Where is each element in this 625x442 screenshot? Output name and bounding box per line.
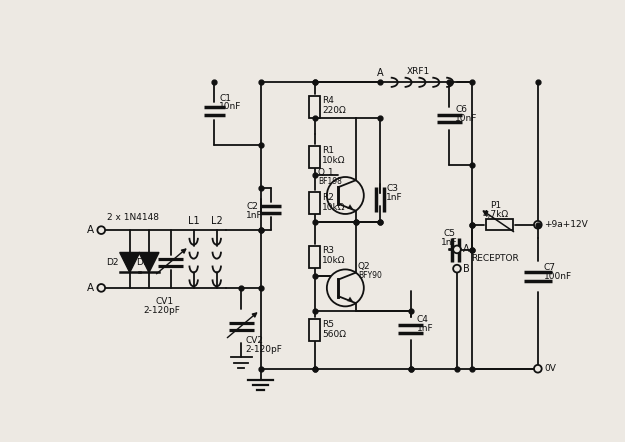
- Text: R3: R3: [322, 247, 334, 255]
- Text: C5: C5: [443, 229, 455, 238]
- Text: Q2: Q2: [358, 262, 371, 271]
- Text: 10kΩ: 10kΩ: [322, 156, 346, 165]
- Text: 1nF: 1nF: [417, 324, 434, 333]
- Circle shape: [534, 365, 542, 373]
- Polygon shape: [120, 252, 140, 272]
- Text: 2-120pF: 2-120pF: [245, 345, 282, 354]
- Text: 2 x 1N4148: 2 x 1N4148: [107, 213, 159, 222]
- Text: 0V: 0V: [544, 364, 556, 373]
- Bar: [309, 320, 320, 341]
- Text: A: A: [87, 225, 94, 235]
- Text: R1: R1: [322, 146, 334, 155]
- Circle shape: [453, 265, 461, 272]
- Text: CV2: CV2: [245, 336, 263, 345]
- Text: 560Ω: 560Ω: [322, 330, 346, 339]
- Text: C4: C4: [417, 315, 429, 324]
- Text: A: A: [377, 68, 383, 78]
- Text: 1nF: 1nF: [386, 193, 402, 202]
- Circle shape: [327, 270, 364, 306]
- Text: D2: D2: [106, 258, 119, 267]
- Text: 10kΩ: 10kΩ: [322, 256, 346, 266]
- Bar: [309, 192, 320, 214]
- Text: RECEPTOR: RECEPTOR: [471, 254, 519, 263]
- Text: A: A: [463, 244, 470, 255]
- Text: XRF1: XRF1: [407, 67, 430, 76]
- Bar: [309, 246, 320, 268]
- Circle shape: [453, 246, 461, 253]
- Text: 4,7kΩ: 4,7kΩ: [482, 210, 509, 219]
- Text: 1nF: 1nF: [246, 211, 262, 220]
- Text: L1: L1: [188, 216, 199, 226]
- Text: R5: R5: [322, 320, 334, 328]
- Text: 10nF: 10nF: [219, 103, 241, 111]
- Text: L2: L2: [211, 216, 222, 226]
- Bar: [309, 146, 320, 168]
- Text: P1: P1: [490, 201, 501, 210]
- Circle shape: [327, 177, 364, 214]
- Circle shape: [98, 226, 105, 234]
- Text: Q 1: Q 1: [318, 168, 334, 177]
- Text: 220Ω: 220Ω: [322, 106, 346, 115]
- Text: 2-120pF: 2-120pF: [143, 306, 180, 316]
- Text: B: B: [463, 263, 470, 274]
- Polygon shape: [139, 252, 159, 272]
- Text: CV1: CV1: [156, 297, 174, 306]
- Text: D1: D1: [136, 258, 149, 267]
- Text: C3: C3: [386, 184, 398, 193]
- Text: BF198: BF198: [318, 177, 342, 186]
- Text: R4: R4: [322, 96, 334, 105]
- Text: 10nF: 10nF: [456, 114, 478, 123]
- Text: 100nF: 100nF: [544, 272, 572, 281]
- Bar: [486, 219, 512, 230]
- Text: C2: C2: [246, 202, 258, 211]
- Text: C7: C7: [544, 263, 556, 271]
- Text: C1: C1: [219, 94, 231, 103]
- Text: A: A: [87, 283, 94, 293]
- Text: 10kΩ: 10kΩ: [322, 202, 346, 212]
- Bar: [309, 96, 320, 118]
- Circle shape: [98, 284, 105, 292]
- Text: C6: C6: [456, 105, 468, 114]
- Circle shape: [534, 221, 542, 229]
- Text: BFY90: BFY90: [358, 271, 382, 280]
- Text: R2: R2: [322, 193, 334, 202]
- Text: +9a+12V: +9a+12V: [544, 220, 588, 229]
- Text: 1nF: 1nF: [441, 238, 458, 247]
